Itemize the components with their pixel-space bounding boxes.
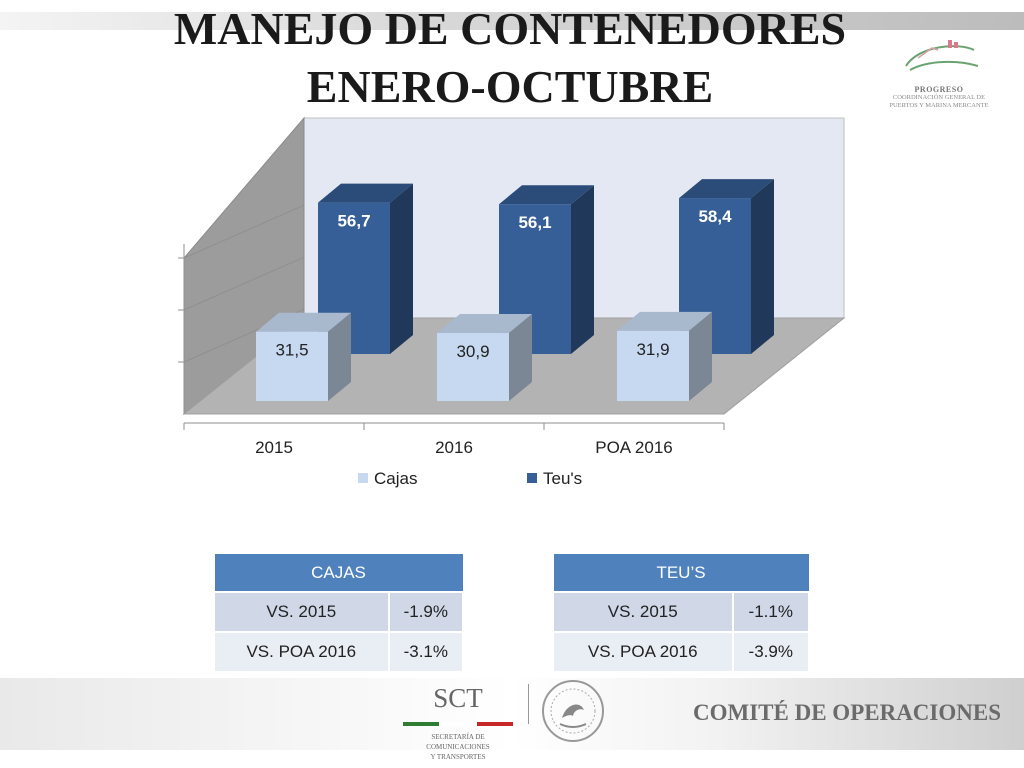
header-band <box>0 12 1024 30</box>
sct-sub-1: SECRETARÍA DE <box>431 733 485 741</box>
x-tick-label: POA 2016 <box>595 438 673 457</box>
teus-table-header: TEU’S <box>552 553 810 593</box>
table-cell-value: -3.9% <box>731 631 810 673</box>
bar-side-cajas <box>509 314 532 401</box>
sct-logo: SCT SECRETARÍA DE COMUNICACIONES Y TRANS… <box>398 683 518 761</box>
table-cell-value: -3.1% <box>387 631 465 673</box>
footer-divider <box>528 684 529 724</box>
bar-side-cajas <box>328 312 351 401</box>
mexico-coat-of-arms-seal-icon <box>542 680 604 742</box>
data-label: 31,5 <box>275 341 308 360</box>
x-tick-label: 2016 <box>435 438 473 457</box>
bar-side-teus <box>571 185 594 354</box>
bar-top-cajas <box>617 311 712 331</box>
x-tick-label: 2015 <box>255 438 293 457</box>
table-cell-value: -1.1% <box>731 591 810 633</box>
legend-label: Cajas <box>374 469 417 488</box>
progreso-ship-logo-icon <box>905 40 979 71</box>
logo-name: PROGRESO <box>914 85 964 94</box>
bar-top-cajas <box>256 312 351 332</box>
sct-sub-3: Y TRANSPORTES <box>430 753 486 761</box>
data-label: 31,9 <box>636 340 669 359</box>
cajas-table-header: CAJAS <box>213 553 464 593</box>
chart-side-gridline <box>183 204 305 259</box>
title-line-2: ENERO-OCTUBRE <box>306 61 714 112</box>
legend-swatch <box>527 473 537 483</box>
table-cell-label: VS. POA 2016 <box>213 631 390 673</box>
table-row: VS. 2015 -1.1% <box>552 591 810 633</box>
bar-cajas-2016 <box>437 333 509 401</box>
legend-label: Teu's <box>543 469 582 488</box>
legend-swatch <box>358 473 368 483</box>
table-cell-value: -1.9% <box>387 591 465 633</box>
logo-sub-1: COORDINACIÓN GENERAL DE <box>892 94 986 101</box>
bar-side-cajas <box>689 311 712 401</box>
data-label: 30,9 <box>456 342 489 361</box>
bar-top-teus <box>679 179 774 199</box>
table-row: VS. 2015 -1.9% <box>213 591 465 633</box>
footer-band <box>0 678 1024 750</box>
page-title: MANEJO DE CONTENEDORES ENERO-OCTUBRE <box>110 0 910 116</box>
bar-cajas-2015 <box>256 331 328 401</box>
data-label: 58,4 <box>698 207 732 226</box>
progreso-logo: PROGRESO COORDINACIÓN GENERAL DE PUERTOS… <box>888 36 990 114</box>
sct-flag-stripe-icon <box>403 722 513 726</box>
table-cell-label: VS. 2015 <box>213 591 390 633</box>
sct-sub-2: COMUNICACIONES <box>426 743 490 751</box>
bar-side-teus <box>751 179 774 354</box>
title-line-1: MANEJO DE CONTENEDORES <box>173 3 847 54</box>
cajas-table: CAJAS VS. 2015 -1.9% VS. POA 2016 -3.1% <box>213 553 465 673</box>
bar-top-teus <box>318 183 413 203</box>
table-cell-label: VS. POA 2016 <box>552 631 734 673</box>
sct-text: SCT <box>433 683 483 713</box>
bar-cajas-poa-2016 <box>617 330 689 401</box>
chart-side-gridline <box>183 256 305 311</box>
table-cell-label: VS. 2015 <box>552 591 734 633</box>
table-row: VS. POA 2016 -3.1% <box>213 631 465 673</box>
comite-label: COMITÉ DE OPERACIONES <box>693 700 1001 725</box>
data-label: 56,1 <box>518 213 551 232</box>
bar-top-teus <box>499 185 594 205</box>
teus-table: TEU’S VS. 2015 -1.1% VS. POA 2016 -3.9% <box>552 553 810 673</box>
data-label: 56,7 <box>337 212 370 231</box>
bar-top-cajas <box>437 314 532 334</box>
table-row: VS. POA 2016 -3.9% <box>552 631 810 673</box>
container-chart: 56,7 56,1 58,4 31,5 30,9 31,9 2015 2016 POA 2016… <box>178 116 846 488</box>
bar-side-teus <box>390 183 413 354</box>
logo-sub-2: PUERTOS Y MARINA MERCANTE <box>889 102 989 109</box>
